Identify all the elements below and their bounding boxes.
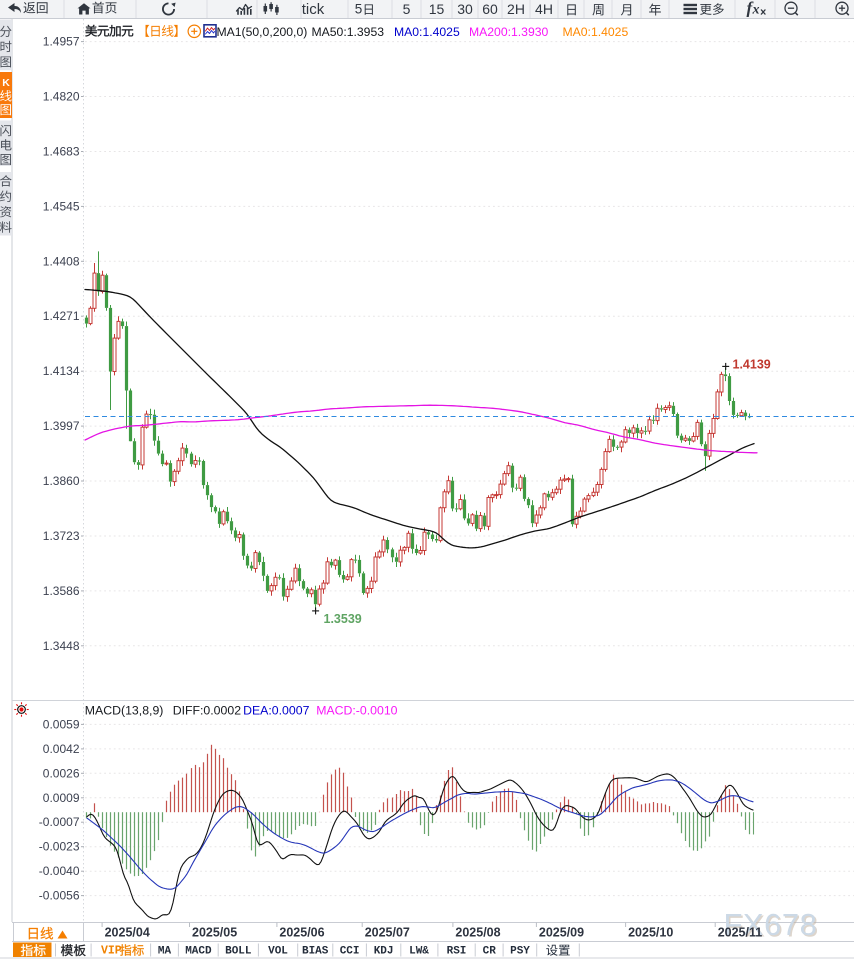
svg-text:x: x [752, 3, 760, 18]
svg-text:1.4683: 1.4683 [43, 145, 80, 159]
svg-text:-0.0023: -0.0023 [39, 840, 80, 854]
svg-text:1.3723: 1.3723 [43, 529, 80, 543]
svg-text:VIP: VIP [101, 945, 122, 958]
svg-text:MACD: MACD [185, 946, 212, 958]
svg-text:2025/06: 2025/06 [279, 926, 324, 940]
svg-text:1.4820: 1.4820 [43, 90, 80, 104]
svg-text:1.3539: 1.3539 [324, 612, 362, 626]
svg-text:30: 30 [457, 1, 473, 17]
svg-text:-0.0040: -0.0040 [39, 864, 80, 878]
svg-text:MA: MA [158, 946, 172, 958]
svg-text:2025/07: 2025/07 [365, 926, 410, 940]
svg-text:1.4134: 1.4134 [43, 364, 80, 378]
svg-text:1.4545: 1.4545 [43, 199, 80, 213]
svg-text:0.0009: 0.0009 [43, 791, 80, 805]
svg-text:MACD(13,8,9): MACD(13,8,9) [85, 704, 164, 718]
svg-text:MA200:1.3930: MA200:1.3930 [469, 25, 549, 39]
svg-text:1.4271: 1.4271 [43, 309, 80, 323]
svg-text:KDJ: KDJ [374, 946, 394, 958]
svg-text:2025/04: 2025/04 [105, 926, 150, 940]
svg-text:-0.0056: -0.0056 [39, 889, 80, 903]
svg-text:1.3997: 1.3997 [43, 419, 80, 433]
svg-text:FX678: FX678 [725, 909, 819, 944]
svg-text:MA0:1.4025: MA0:1.4025 [394, 25, 460, 39]
svg-text:5: 5 [403, 1, 411, 17]
svg-text:VOL: VOL [268, 946, 288, 958]
svg-text:4H: 4H [535, 1, 553, 17]
svg-text:BOLL: BOLL [225, 946, 252, 958]
svg-text:MA50:1.3953: MA50:1.3953 [312, 25, 385, 39]
svg-text:DIFF:0.0002: DIFF:0.0002 [173, 704, 242, 718]
svg-text:tick: tick [302, 1, 325, 18]
svg-text:MA1(50,0,200,0): MA1(50,0,200,0) [217, 25, 308, 39]
svg-text:0.0042: 0.0042 [43, 742, 80, 756]
svg-text:60: 60 [482, 1, 498, 17]
svg-text:MACD:-0.0010: MACD:-0.0010 [316, 704, 397, 718]
svg-text:1.4408: 1.4408 [43, 254, 80, 268]
svg-text:15: 15 [429, 1, 445, 17]
svg-text:RSI: RSI [447, 946, 467, 958]
svg-text:0.0059: 0.0059 [43, 717, 80, 731]
svg-text:PSY: PSY [510, 946, 530, 958]
svg-text:2025/10: 2025/10 [628, 926, 673, 940]
svg-text:MA0:1.4025: MA0:1.4025 [563, 25, 629, 39]
svg-text:2025/05: 2025/05 [192, 926, 237, 940]
svg-text:2025/09: 2025/09 [539, 926, 584, 940]
svg-text:DEA:0.0007: DEA:0.0007 [243, 704, 309, 718]
svg-text:CR: CR [483, 946, 497, 958]
svg-text:K: K [2, 77, 10, 89]
svg-text:FX678: FX678 [724, 907, 818, 942]
svg-text:-0.0007: -0.0007 [39, 815, 80, 829]
svg-text:1.4139: 1.4139 [733, 358, 771, 372]
svg-text:f: f [747, 0, 755, 18]
svg-text:2025/11: 2025/11 [718, 926, 763, 940]
svg-text:1.3586: 1.3586 [43, 584, 80, 598]
svg-text:1.4957: 1.4957 [43, 35, 80, 49]
svg-text:0.0026: 0.0026 [43, 766, 80, 780]
svg-text:2H: 2H [507, 1, 525, 17]
svg-text:5: 5 [355, 2, 363, 17]
svg-text:LW&: LW& [409, 946, 429, 958]
svg-text:CCI: CCI [340, 946, 360, 958]
svg-text:1.3860: 1.3860 [43, 474, 80, 488]
svg-text:2025/08: 2025/08 [455, 926, 500, 940]
svg-text:BIAS: BIAS [302, 946, 329, 958]
svg-text:1.3448: 1.3448 [43, 639, 80, 653]
